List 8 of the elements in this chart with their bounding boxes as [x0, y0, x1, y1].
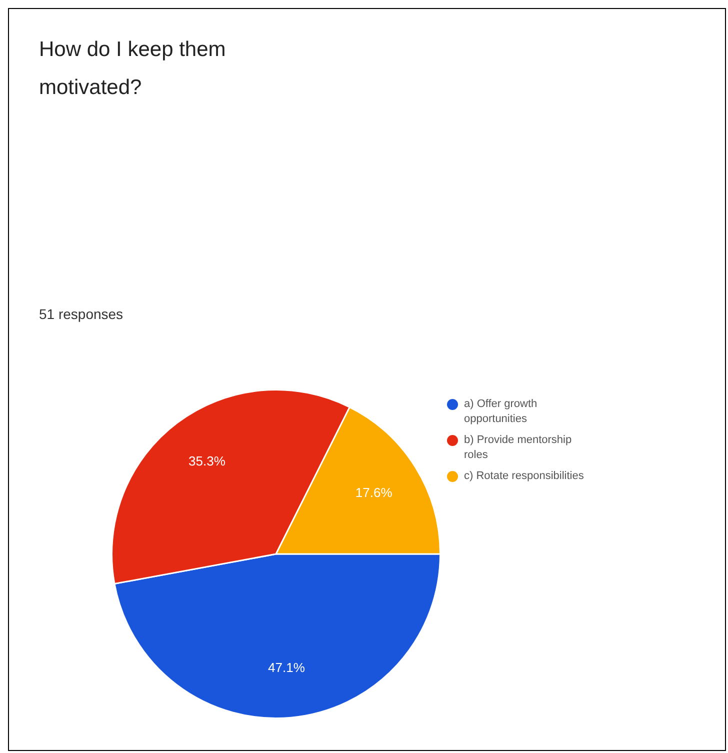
legend-label: b) Provide mentorship roles — [464, 433, 573, 463]
data-label: 47.1% — [268, 660, 306, 676]
chart-subtitle: 51 responses — [39, 306, 124, 322]
data-label: 35.3% — [188, 454, 226, 469]
legend-label: a) Offer growth opportunities — [464, 397, 538, 427]
data-label: 17.6% — [355, 485, 393, 500]
chart-title: How do I keep them motivated? — [39, 37, 227, 101]
legend-label: c) Rotate responsibilities — [464, 469, 584, 484]
